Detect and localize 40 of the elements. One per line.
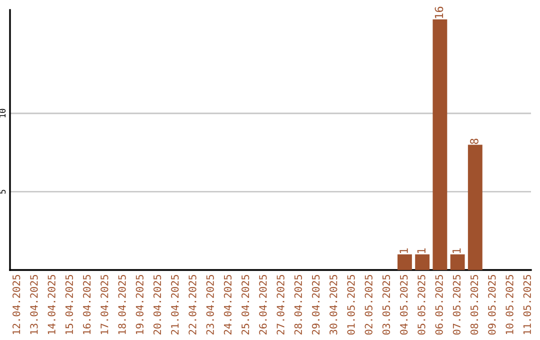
x-tick-label: 05.05.2025 [418, 274, 426, 335]
x-tick-label: 23.04.2025 [206, 274, 214, 334]
x-tick-label: 27.04.2025 [276, 274, 284, 334]
x-tick-label: 02.05.2025 [364, 274, 372, 335]
x-tick-label: 17.04.2025 [100, 274, 108, 334]
x-tick-label: 14.04.2025 [48, 274, 56, 334]
x-tick-label: 15.04.2025 [65, 274, 74, 334]
x-tick-label: 24.04.2025 [224, 274, 232, 334]
x-tick-label: 06.05.2025 [435, 274, 443, 335]
x-tick-label: 16.04.2025 [82, 274, 91, 334]
bar [397, 254, 412, 270]
data-label: 1 [417, 248, 426, 253]
x-tick-label: 10.05.2025 [506, 274, 514, 334]
x-tick-label: 18.04.2025 [118, 274, 126, 334]
data-label: 16 [434, 6, 444, 18]
data-label: 1 [400, 248, 408, 253]
x-tick-label: 13.04.2025 [30, 274, 38, 334]
x-tick-label: 07.05.2025 [452, 274, 461, 335]
x-tick-label: 20.04.2025 [153, 274, 162, 334]
bar [432, 19, 448, 270]
x-tick-label: 26.04.2025 [259, 274, 267, 334]
x-tick-label: 22.04.2025 [188, 274, 196, 334]
x-tick-label: 25.04.2025 [241, 274, 250, 334]
x-tick-label: 08.05.2025 [470, 274, 478, 335]
x-tick-label: 11.05.2025 [523, 274, 531, 334]
x-tick-label: 28.04.2025 [294, 274, 302, 334]
x-tick-label: 30.04.2025 [330, 274, 338, 335]
x-tick-label: 09.05.2025 [488, 274, 496, 335]
bar [450, 254, 465, 270]
x-tick-label: 04.05.2025 [400, 274, 408, 335]
x-tick-label: 01.05.2025 [347, 274, 355, 335]
data-label: 1 [452, 248, 461, 253]
data-label: 8 [470, 138, 478, 144]
x-tick-label: 19.04.2025 [136, 274, 144, 334]
bar [415, 254, 430, 270]
bar [468, 144, 482, 270]
x-tick-label: 03.05.2025 [382, 274, 390, 335]
x-tick-label: 21.04.2025 [171, 274, 179, 334]
x-tick-label: 29.04.2025 [312, 274, 320, 334]
x-tick-label: 12.04.2025 [12, 274, 20, 334]
